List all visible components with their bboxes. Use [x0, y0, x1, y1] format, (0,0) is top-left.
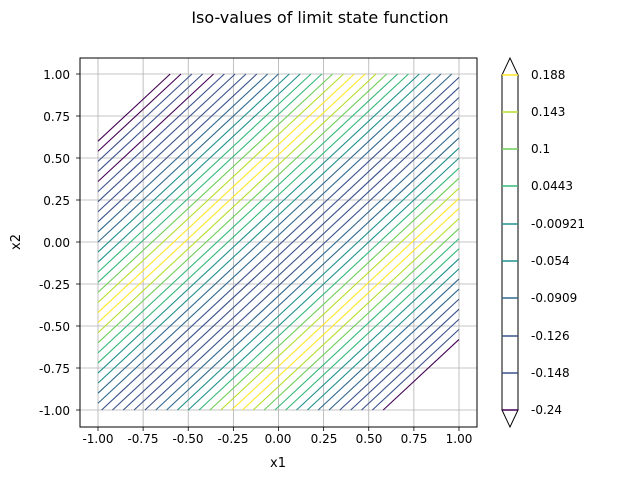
- contour-lines: [97, 73, 460, 411]
- colorbar: 0.188 0.143 0.1 0.0443 -0.00921 -0.054 -…: [501, 56, 585, 429]
- contour-line: [97, 73, 204, 172]
- colorbar-tick-label: 0.1: [531, 142, 550, 156]
- contour-line: [285, 248, 460, 411]
- y-tick-label: -0.75: [39, 362, 70, 376]
- y-tick-label: 0.75: [43, 110, 70, 124]
- y-tick-label: -1.00: [39, 404, 70, 418]
- contour-line: [97, 73, 409, 364]
- contour-line: [155, 127, 460, 411]
- contour-line: [382, 339, 460, 411]
- x-tick-label: 1.00: [446, 432, 473, 446]
- contour-line: [97, 73, 388, 344]
- contour-line: [97, 73, 334, 293]
- contour-line: [361, 318, 460, 411]
- contour-line: [220, 187, 460, 411]
- contour-line: [166, 137, 460, 411]
- chart-title: Iso-values of limit state function: [191, 8, 448, 27]
- y-axis-ticks: 1.00 0.75 0.50 0.25 0.00 -0.25 -0.50 -0.…: [39, 68, 70, 418]
- contour-line: [97, 73, 377, 334]
- x-axis-label: x1: [270, 456, 286, 471]
- contour-line: [97, 73, 312, 273]
- y-tick-label: 1.00: [43, 68, 70, 82]
- contour-line: [296, 258, 460, 411]
- contour-line: [252, 218, 460, 411]
- contour-line: [317, 278, 460, 411]
- contour-line: [97, 73, 301, 263]
- colorbar-tick-label: -0.00921: [531, 217, 585, 231]
- contour-line: [371, 328, 460, 411]
- colorbar-tick-label: -0.0909: [531, 291, 577, 305]
- contour-line: [339, 298, 460, 411]
- contour-line: [97, 73, 171, 142]
- grid-lines: [76, 58, 477, 431]
- y-tick-label: 0.50: [43, 152, 70, 166]
- colorbar-tick-label: 0.188: [531, 68, 565, 82]
- contour-line: [97, 73, 355, 313]
- colorbar-tick-label: -0.24: [531, 403, 562, 417]
- contour-line: [97, 73, 214, 182]
- colorbar-extend-bottom: [501, 409, 519, 429]
- colorbar-tick-label: -0.054: [531, 254, 570, 268]
- contour-line: [97, 73, 247, 213]
- contour-line: [122, 97, 460, 411]
- contour-line: [242, 207, 460, 411]
- contour-line: [97, 73, 442, 394]
- contour-line: [97, 73, 269, 233]
- y-tick-label: -0.50: [39, 320, 70, 334]
- colorbar-extend-top: [501, 56, 519, 76]
- contour-line: [97, 73, 182, 152]
- contour-line: [97, 73, 290, 253]
- contour-line: [97, 73, 453, 404]
- contour-line: [187, 157, 460, 411]
- contour-line: [307, 268, 460, 411]
- plot-frame: [79, 57, 478, 428]
- contour-line: [177, 147, 460, 411]
- contour-line: [97, 73, 344, 303]
- colorbar-tick-label: -0.148: [531, 366, 570, 380]
- y-tick-label: 0.25: [43, 194, 70, 208]
- contour-line: [97, 73, 258, 223]
- x-tick-label: -0.75: [127, 432, 158, 446]
- contour-line: [274, 238, 460, 411]
- contour-line: [97, 73, 420, 374]
- contour-line: [231, 197, 460, 411]
- colorbar-tick-label: 0.143: [531, 105, 565, 119]
- contour-line: [263, 228, 460, 411]
- contour-line: [133, 107, 460, 411]
- y-axis-label: x2: [9, 234, 24, 250]
- x-tick-label: -0.50: [172, 432, 203, 446]
- colorbar-tick-label: -0.126: [531, 329, 570, 343]
- x-tick-label: 0.25: [311, 432, 338, 446]
- contour-line: [101, 76, 460, 411]
- colorbar-body: [501, 74, 519, 411]
- x-tick-label: 0.00: [265, 432, 292, 446]
- contour-line: [112, 87, 460, 411]
- contour-line: [97, 73, 193, 162]
- contour-line: [97, 73, 236, 203]
- contour-line: [350, 308, 460, 411]
- contour-line: [328, 288, 460, 411]
- contour-line: [97, 73, 279, 243]
- contour-line: [144, 117, 460, 411]
- x-tick-label: 0.75: [401, 432, 428, 446]
- colorbar-tick-label: 0.0443: [531, 179, 573, 193]
- x-tick-label: -0.25: [217, 432, 248, 446]
- contour-line: [97, 73, 431, 384]
- y-tick-label: 0.00: [43, 236, 70, 250]
- contour-line: [97, 73, 225, 193]
- x-axis-ticks: -1.00 -0.75 -0.50 -0.25 0.00 0.25 0.50 0…: [82, 432, 472, 446]
- contour-line: [209, 177, 460, 411]
- contour-line: [97, 73, 323, 283]
- y-tick-label: -0.25: [39, 278, 70, 292]
- contour-line: [97, 73, 399, 354]
- x-tick-label: -1.00: [82, 432, 113, 446]
- contour-line: [97, 73, 366, 324]
- x-tick-label: 0.50: [356, 432, 383, 446]
- contour-line: [198, 167, 460, 411]
